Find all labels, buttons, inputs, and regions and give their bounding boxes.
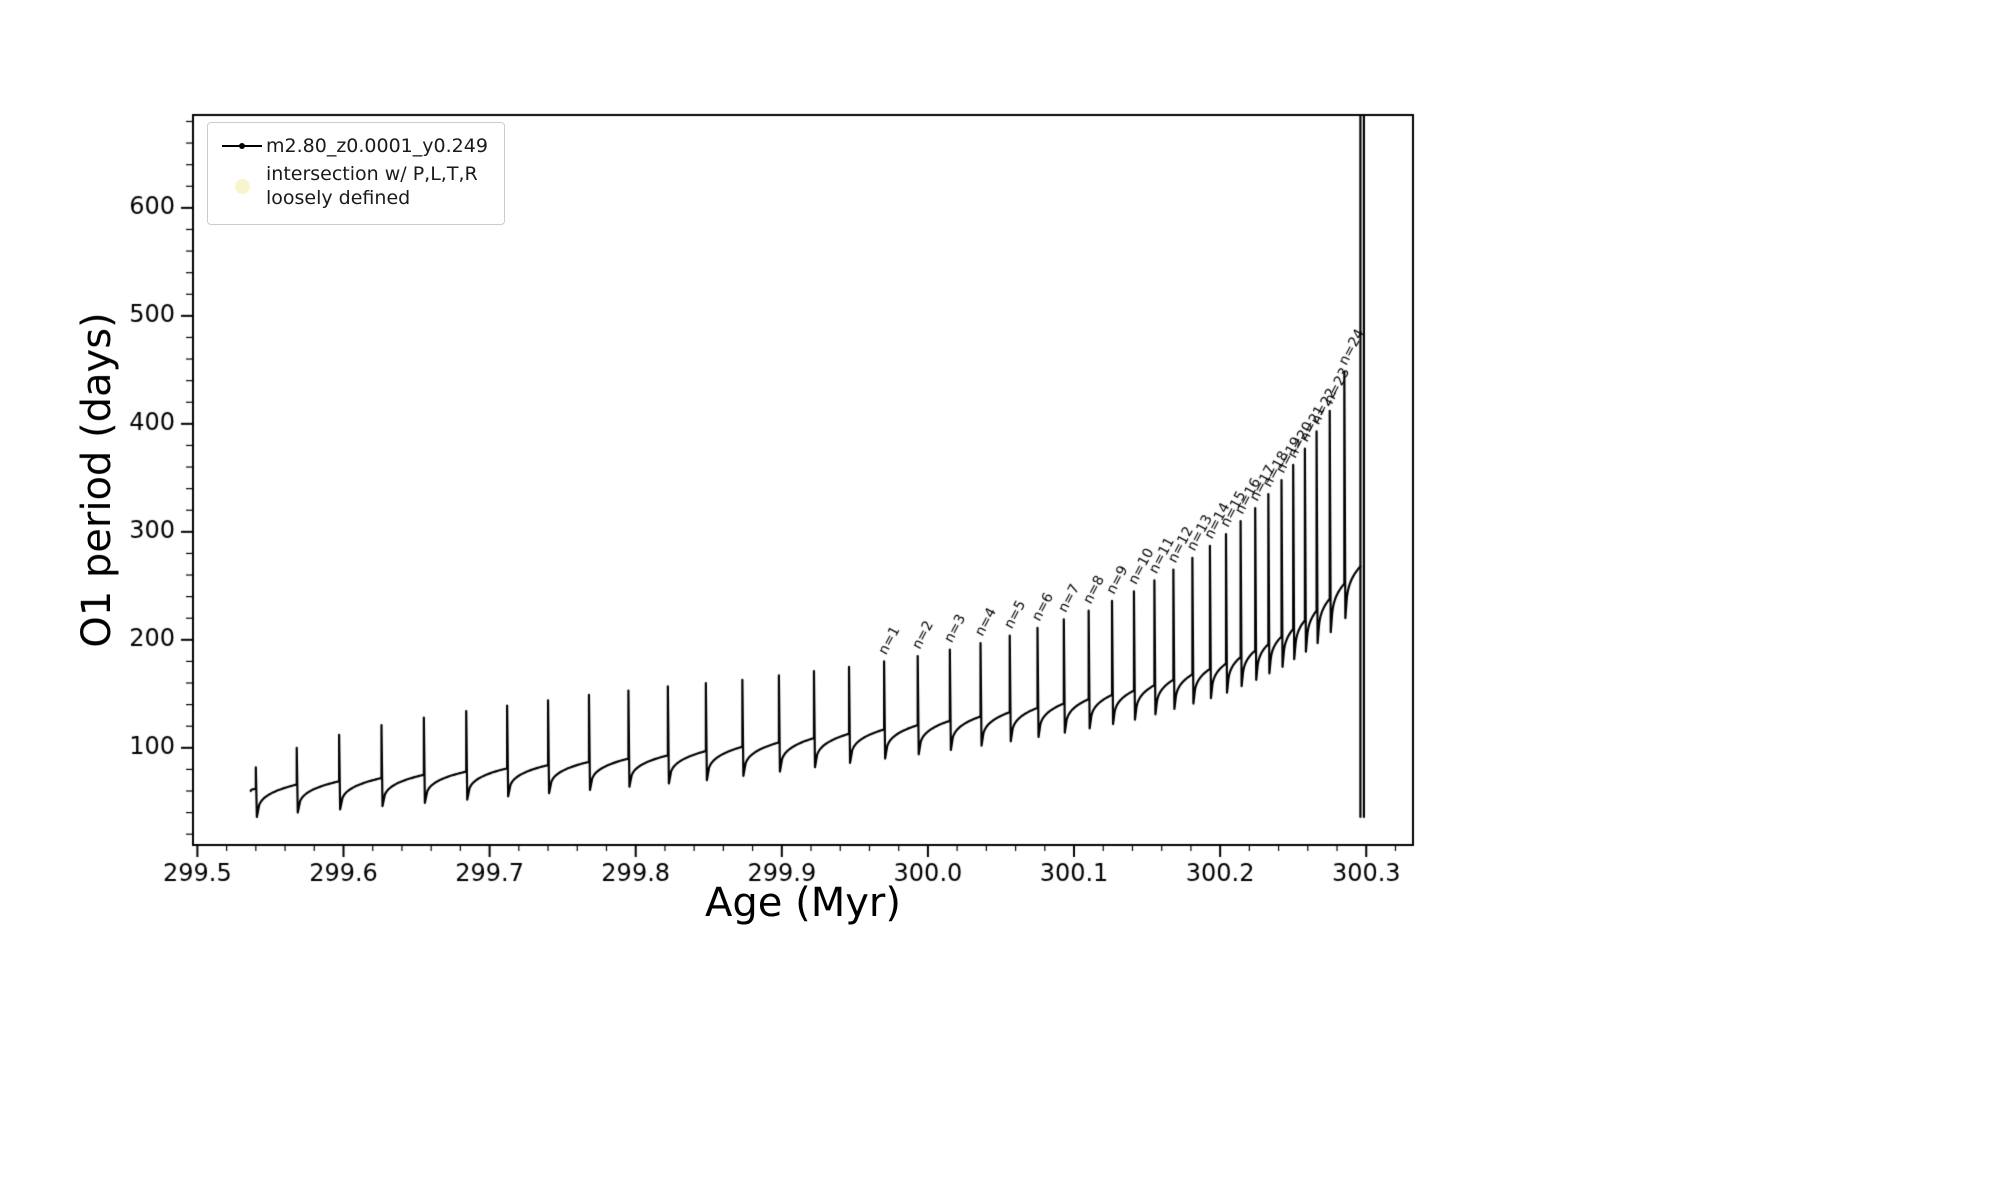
legend-line-marker-icon [218,143,266,150]
legend-entry-intersection: intersection w/ P,L,T,R loosely defined [218,162,488,211]
legend-series-label: m2.80_z0.0001_y0.249 [266,135,488,157]
legend-intersection-label: intersection w/ P,L,T,R loosely defined [266,162,478,210]
legend-entry-series: m2.80_z0.0001_y0.249 [218,134,488,159]
y-axis-label: O1 period (days) [74,312,120,648]
legend: m2.80_z0.0001_y0.249 intersection w/ P,L… [207,122,505,226]
x-axis-label: Age (Myr) [705,880,901,926]
legend-circle-marker-icon [218,178,266,194]
